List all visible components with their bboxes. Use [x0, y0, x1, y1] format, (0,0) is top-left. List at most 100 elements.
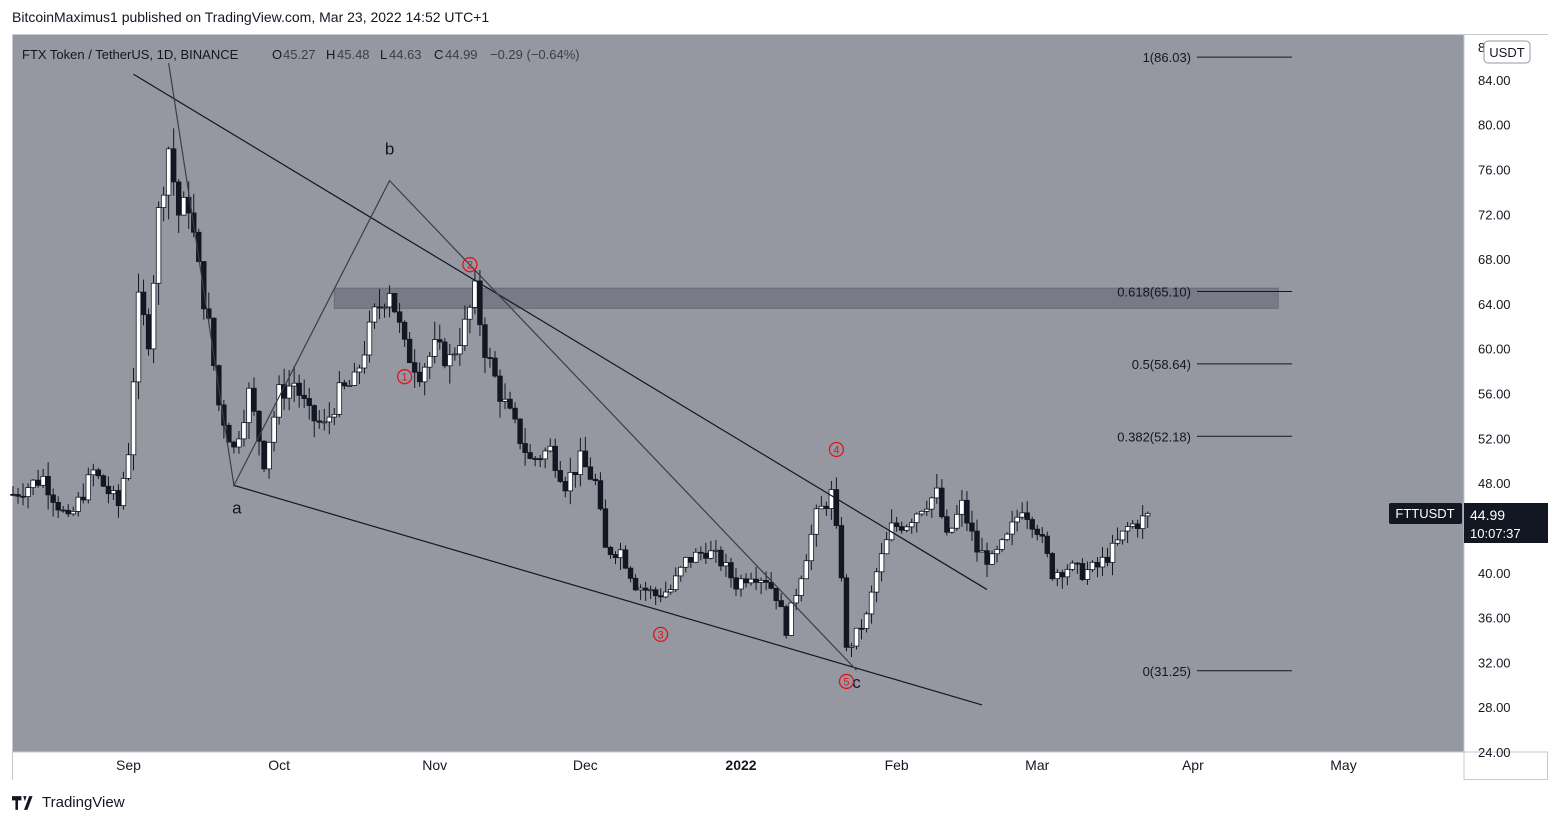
candle-up: [723, 562, 729, 567]
impulse-wave-label: 3: [653, 626, 669, 643]
candle-down: [492, 357, 498, 377]
candle-up: [914, 513, 920, 524]
candle-up: [1144, 512, 1151, 517]
candle-up: [1014, 516, 1020, 523]
footer-brand: TradingView: [42, 794, 125, 811]
candle-up: [90, 469, 97, 476]
candle-down: [823, 505, 830, 509]
candle-down: [532, 458, 538, 460]
candle-up: [1099, 556, 1106, 568]
price-tick-label: 24.00: [1478, 745, 1511, 760]
candle-up: [120, 478, 127, 507]
candle-down: [562, 481, 568, 492]
candle-down: [45, 475, 51, 496]
candle-up: [241, 422, 247, 440]
candle-down: [206, 308, 212, 319]
candle-down: [557, 470, 563, 482]
candle-down: [226, 424, 232, 443]
price-tick-label: 52.00: [1478, 431, 1511, 446]
abc-correction-path: [168, 62, 857, 671]
candle-up: [1109, 542, 1116, 563]
currency-button[interactable]: USDT: [1483, 40, 1531, 64]
candle-up: [150, 282, 157, 350]
candle-down: [140, 291, 147, 316]
candle-up: [85, 474, 92, 501]
candle-up: [1054, 572, 1061, 580]
candle-up: [999, 539, 1005, 550]
candle-up: [617, 549, 624, 559]
candle-down: [964, 499, 970, 524]
candle-down: [1104, 556, 1111, 563]
candle-up: [637, 587, 644, 591]
candle-down: [100, 475, 107, 487]
time-tick-label: Oct: [268, 757, 290, 773]
candle-up: [1089, 561, 1096, 571]
candle-down: [316, 420, 322, 423]
candle-down: [1134, 523, 1141, 530]
candle-up: [989, 553, 995, 565]
candle-up: [873, 571, 880, 593]
ohlc-low-value: 44.63: [389, 47, 422, 62]
candle-up: [994, 549, 1000, 555]
candle-down: [898, 526, 905, 531]
candle-down: [1074, 562, 1081, 565]
candle-down: [20, 495, 26, 498]
candle-down: [612, 554, 619, 559]
candle-down: [527, 452, 533, 459]
wave-circle: [462, 257, 478, 273]
candle-down: [1029, 519, 1035, 530]
candle-down: [55, 502, 61, 511]
ohlc-high-value: 45.48: [337, 47, 370, 62]
candle-down: [512, 407, 518, 420]
candle-down: [984, 550, 990, 565]
price-axis-top-label: 8: [1478, 40, 1485, 55]
wave-label-a: a: [232, 498, 242, 517]
time-tick-label: Sep: [116, 757, 141, 773]
candle-up: [798, 578, 804, 596]
price-axis-background: [1464, 35, 1548, 752]
candle-down: [50, 494, 56, 503]
candle-up: [381, 306, 388, 309]
candle-up: [909, 522, 915, 528]
candle-up: [70, 511, 76, 515]
ohlc-low-label: L: [380, 47, 387, 62]
wedge-trendline: [133, 73, 988, 591]
candle-down: [939, 487, 945, 518]
candle-up: [371, 306, 378, 323]
candle-up: [959, 499, 965, 515]
candle-up: [467, 306, 473, 320]
candle-down: [60, 509, 66, 512]
candle-up: [457, 345, 463, 355]
candle-down: [974, 530, 980, 553]
candle-up: [25, 487, 31, 497]
candle-down: [487, 357, 493, 359]
candle-down: [743, 578, 749, 584]
candle-up: [577, 450, 584, 476]
footer[interactable]: TradingView: [12, 794, 125, 811]
ohlc-open-value: 45.27: [283, 47, 316, 62]
impulse-wave-label: 5: [838, 673, 855, 690]
price-tick-label: 36.00: [1478, 611, 1511, 626]
candle-down: [256, 410, 262, 442]
candle-up: [793, 595, 799, 604]
candle-up: [803, 560, 809, 580]
candle-up: [903, 526, 910, 531]
candle-up: [271, 416, 277, 443]
candle-down: [391, 293, 398, 313]
candle-down: [1024, 512, 1030, 520]
candle-down: [396, 311, 403, 323]
candle-down: [582, 450, 589, 468]
candle-down: [1094, 561, 1101, 568]
candle-down: [416, 371, 423, 383]
candle-down: [221, 404, 227, 426]
candle-down: [858, 627, 865, 630]
candle-down: [552, 445, 558, 471]
candle-up: [336, 382, 343, 415]
candle-up: [502, 398, 508, 402]
wave-circle: [838, 673, 855, 690]
candle-down: [572, 472, 579, 476]
candle-up: [788, 602, 794, 636]
candle-up: [853, 627, 860, 647]
candle-down: [306, 398, 312, 406]
